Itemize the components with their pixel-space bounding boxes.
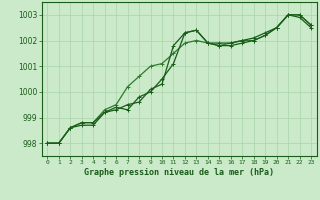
X-axis label: Graphe pression niveau de la mer (hPa): Graphe pression niveau de la mer (hPa): [84, 168, 274, 177]
